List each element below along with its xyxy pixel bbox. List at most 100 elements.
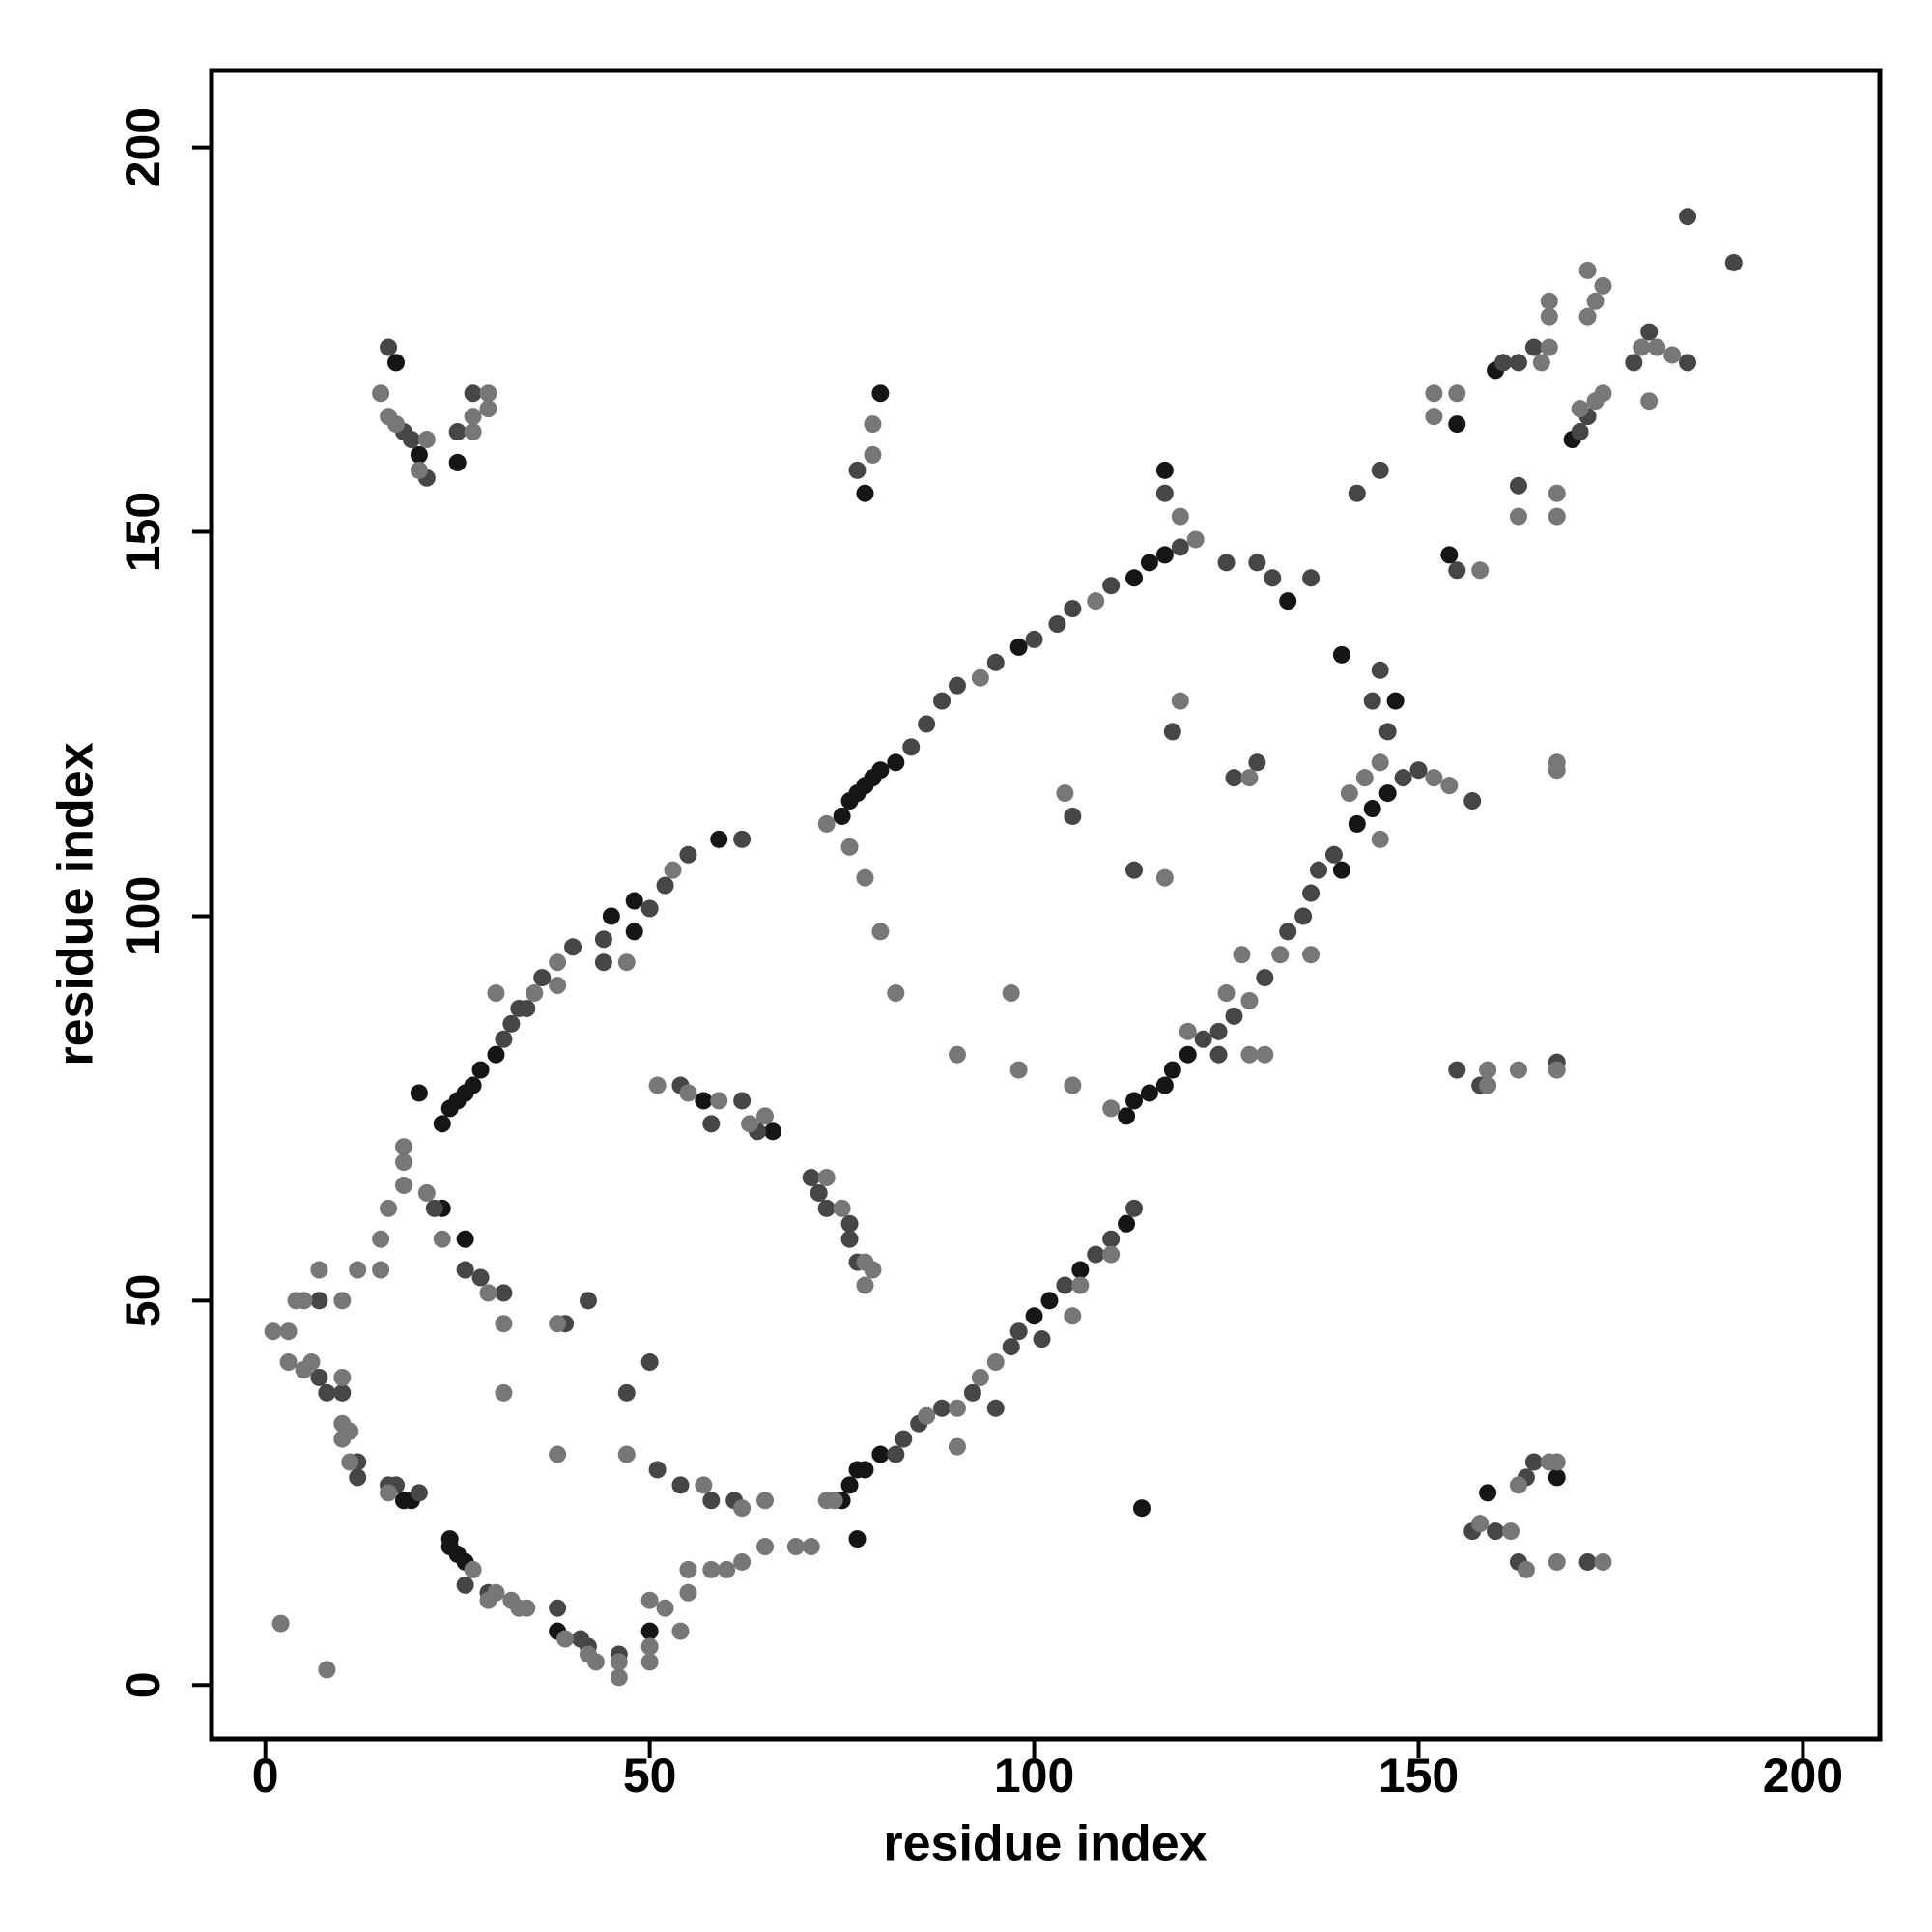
point [825,1492,843,1510]
point [895,1430,913,1448]
point [848,1530,867,1548]
point [1256,1045,1274,1064]
point [1594,276,1612,295]
point [1378,723,1397,741]
point [1517,1560,1535,1578]
point [1048,615,1066,634]
point [556,1630,575,1648]
point [802,1538,820,1556]
point [1033,1330,1051,1349]
point [864,1261,882,1279]
point [887,753,905,772]
point [1524,338,1543,356]
point [648,1076,667,1094]
point [695,1476,713,1494]
point [1448,1061,1466,1079]
point [648,1461,667,1479]
point [487,984,505,1003]
point [856,868,874,887]
point [318,1661,336,1679]
point [495,1383,513,1402]
x-axis-title: residue index [883,1816,1207,1872]
point [617,1383,636,1402]
point [1248,554,1266,572]
point [1102,1230,1121,1248]
point [756,1538,775,1556]
x-tick-label: 50 [623,1748,677,1803]
point [456,1261,474,1279]
point [1479,1484,1497,1502]
point [279,1353,298,1372]
point [1548,1468,1566,1487]
point [986,1399,1005,1417]
point [564,938,582,956]
point [948,1437,966,1456]
point [656,876,674,895]
point [1324,845,1343,864]
point [1163,1061,1181,1079]
point [1571,423,1589,441]
point [1279,592,1297,611]
point [625,923,643,941]
point [1487,1522,1505,1541]
point [372,1261,390,1279]
point [1102,1245,1121,1264]
point [1471,1515,1490,1533]
point [349,1468,367,1487]
x-tick-label: 150 [1378,1748,1459,1803]
point [380,1484,398,1502]
point [1179,1022,1197,1040]
point [918,715,936,733]
point [1448,415,1466,434]
point [1501,1522,1520,1541]
point [1025,630,1043,648]
point [1509,507,1527,526]
point [594,930,612,949]
point [1186,530,1205,549]
point [733,1499,752,1518]
point [549,953,567,972]
point [1332,645,1350,664]
point [333,1383,352,1402]
point [710,1092,728,1110]
point [679,1084,697,1102]
point [448,423,467,441]
point [1056,784,1074,803]
point [549,1315,567,1333]
point [1302,884,1321,902]
point [1479,1076,1497,1094]
point [1425,769,1443,787]
point [802,1169,820,1187]
point [640,1622,659,1640]
point [333,1368,352,1386]
point [887,1445,905,1463]
point [1648,338,1666,356]
point [1002,984,1020,1003]
point [695,1092,713,1110]
point [786,1538,805,1556]
point [702,1492,721,1510]
point [1064,807,1082,825]
point [1509,1061,1527,1079]
point [464,384,482,403]
x-tick-label: 0 [252,1748,279,1803]
point [1548,753,1566,772]
point [1233,946,1251,964]
point [1064,1307,1082,1325]
point [856,1461,874,1479]
point [918,1406,936,1425]
point [1640,392,1659,411]
point [394,1176,412,1194]
point [733,1552,752,1571]
point [479,400,497,418]
point [602,907,620,925]
point [817,814,836,833]
point [710,830,728,848]
point [1302,569,1321,587]
point [394,1138,412,1156]
point [1155,484,1174,502]
point [1540,292,1558,310]
point [1633,338,1651,356]
point [1279,923,1297,941]
